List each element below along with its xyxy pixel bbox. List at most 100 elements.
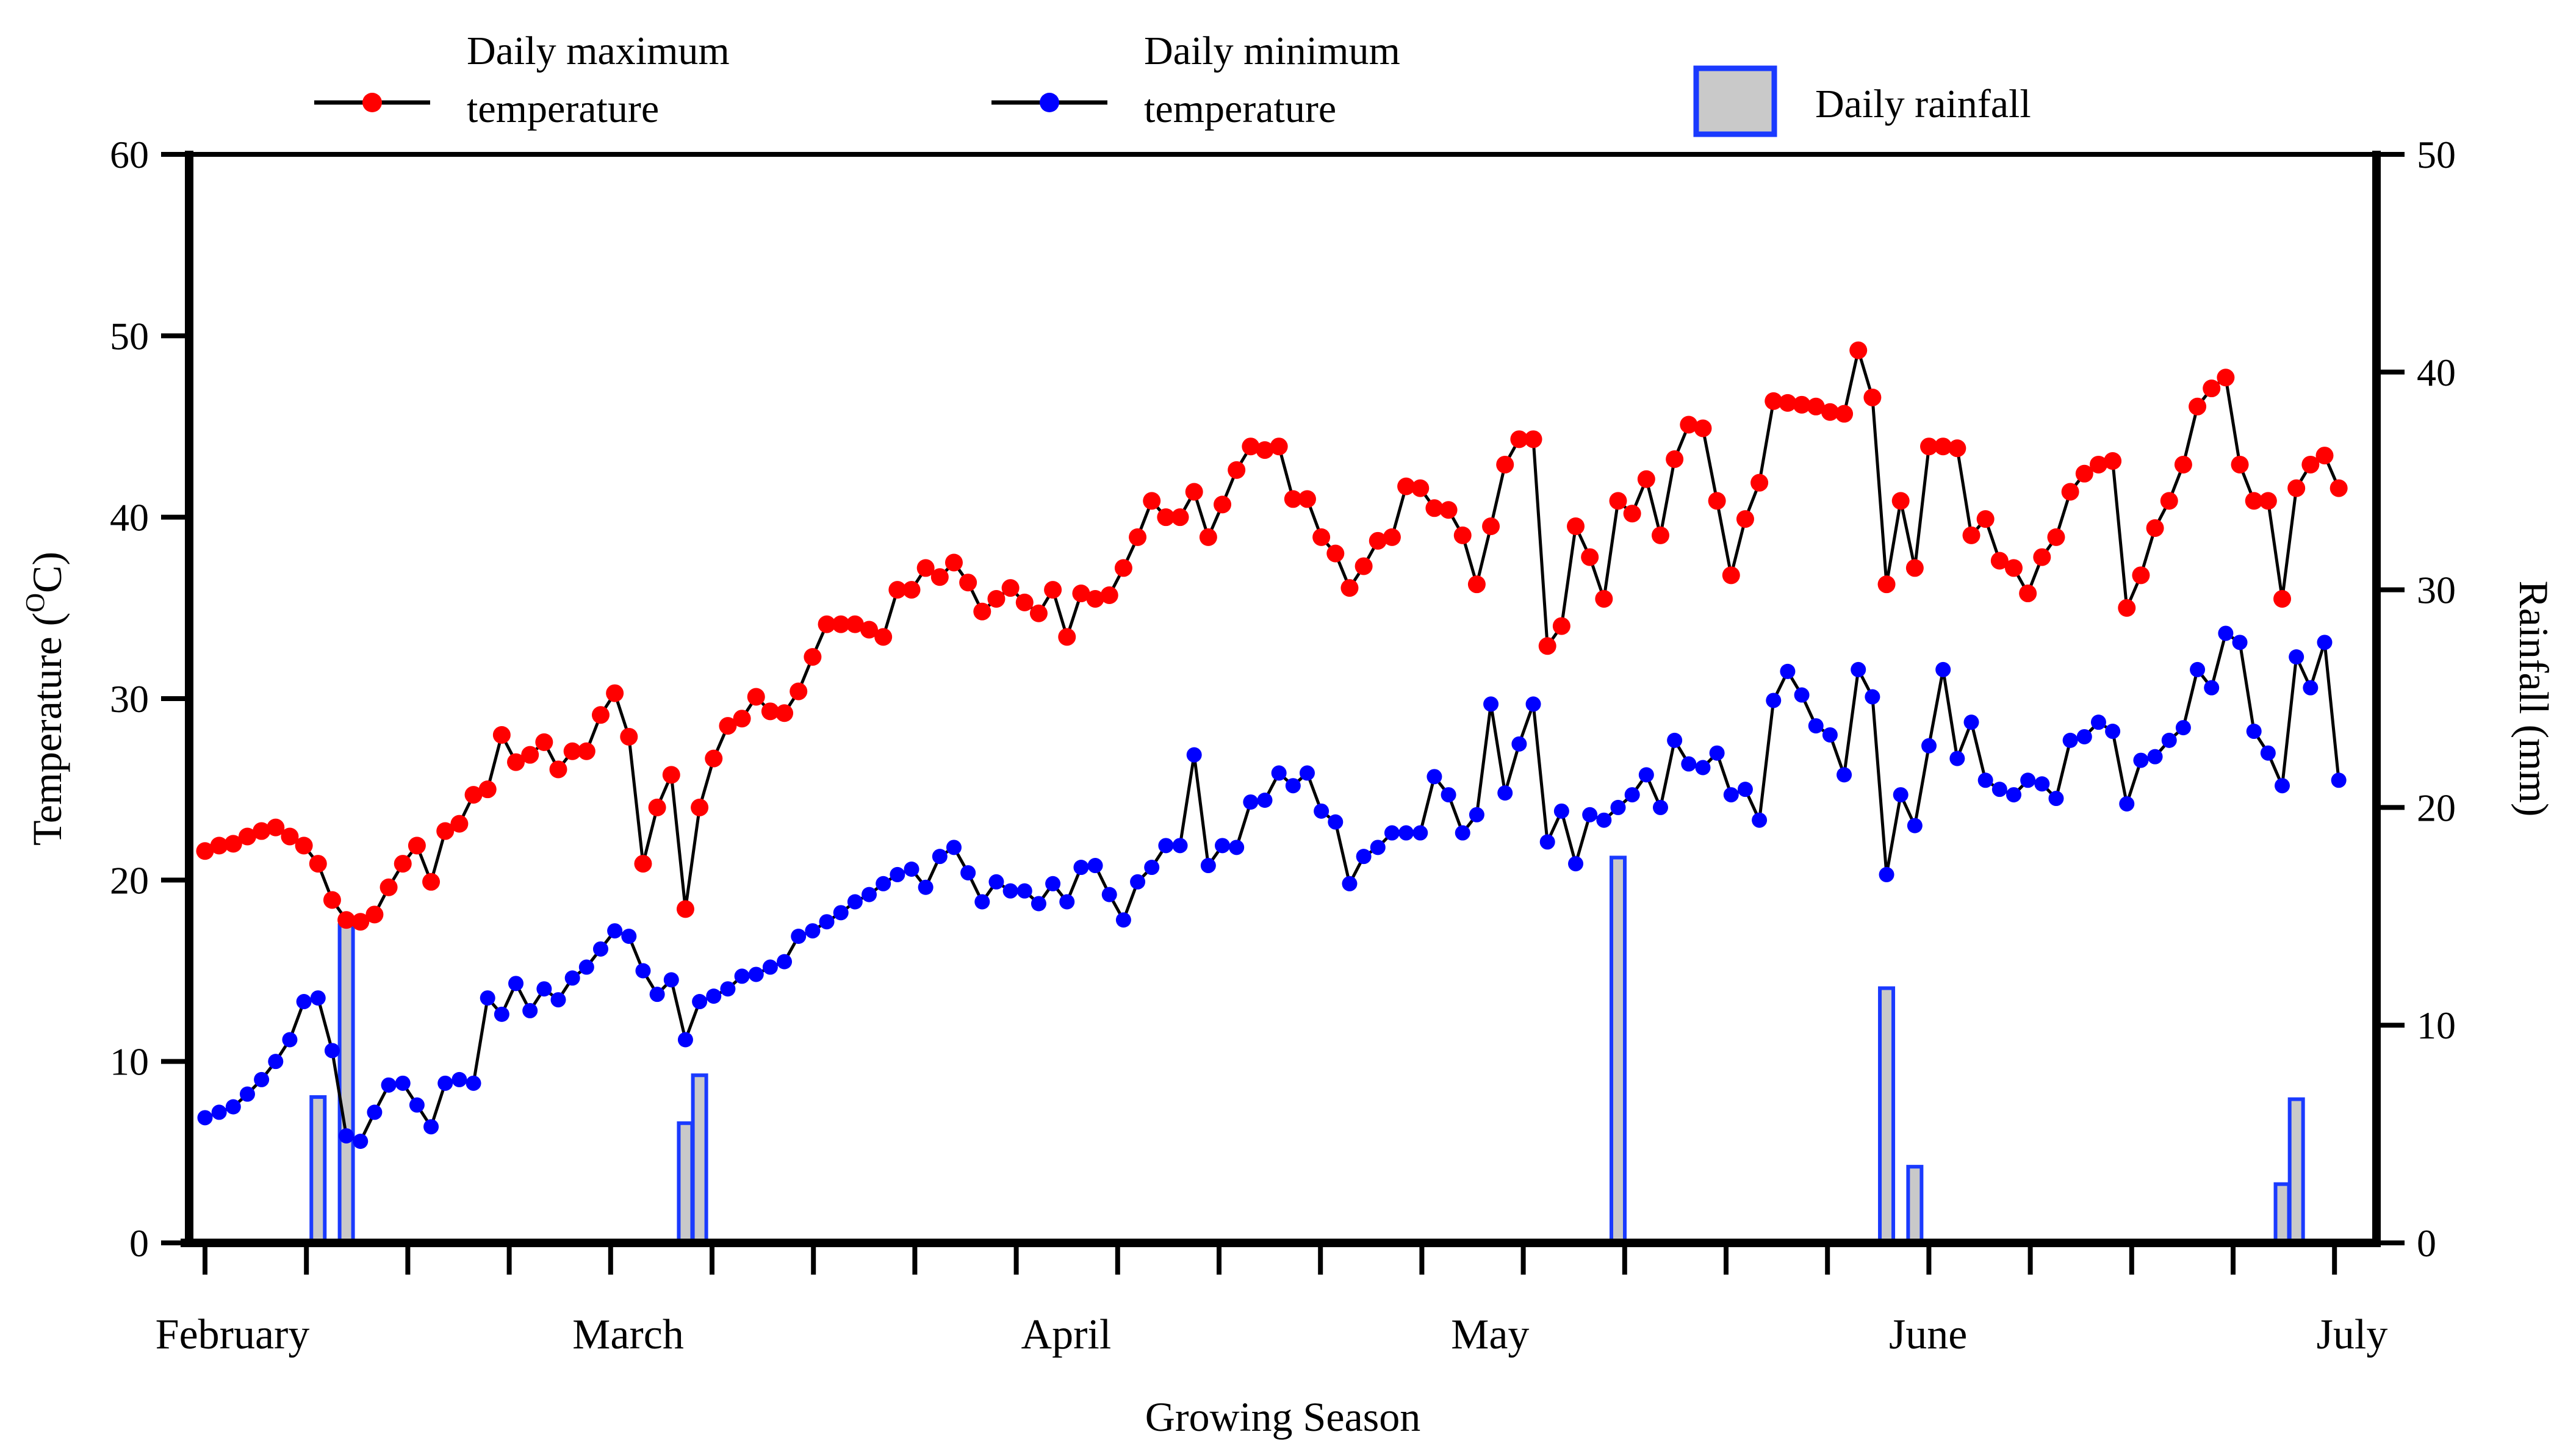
left-tick-label: 20 [110, 858, 149, 902]
max-temp-point [253, 822, 271, 840]
min-temp-point [833, 905, 849, 921]
max-temp-point [591, 706, 610, 724]
min-temp-legend-marker [1040, 93, 1059, 112]
max-temp-point [1934, 437, 1952, 456]
min-temp-point [819, 914, 835, 930]
max-temp-point [1793, 395, 1811, 414]
axis-labels: 0 10 20 30 40 50 60 0 10 20 30 40 50 February March Apr… [20, 133, 2557, 1440]
max-temp-point [1228, 461, 1246, 479]
min-temp-point [282, 1032, 298, 1048]
min-temp-point [2034, 776, 2050, 792]
min-temp-point [946, 840, 962, 855]
max-temp-point [2047, 528, 2065, 546]
max-temp-point [2019, 585, 2037, 603]
min-temp-point [2133, 752, 2149, 768]
max-temp-point [521, 746, 539, 764]
max-temp-point [196, 842, 214, 860]
max-temp-point [1637, 470, 1655, 488]
min-temp-point [1851, 661, 1866, 677]
max-temp-point [492, 725, 511, 744]
min-temp-point [536, 981, 552, 997]
legend-label: Daily rainfall [1815, 82, 2031, 126]
rainfall-bar [2287, 1097, 2305, 1245]
min-temp-point [197, 1110, 213, 1126]
max-temp-point [337, 911, 356, 929]
min-temp-point [437, 1075, 453, 1091]
max-temp-point [351, 913, 370, 931]
max-temp-point [1976, 510, 1995, 528]
min-temp-point [706, 988, 722, 1004]
rainfall-bar [691, 1073, 708, 1245]
min-temp-point [1342, 876, 1358, 891]
max-temp-line [204, 344, 2340, 924]
min-temp-point [1073, 860, 1089, 876]
min-temp-point [480, 990, 495, 1006]
max-temp-point [238, 827, 256, 846]
min-temp-point [1059, 894, 1075, 910]
plot-frame [162, 151, 2381, 1247]
max-temp-point [1001, 579, 1020, 597]
min-temp-point [918, 879, 934, 895]
min-temp-point [1469, 807, 1484, 822]
max-temp-point [2259, 492, 2277, 510]
min-temp-point [1949, 750, 1965, 766]
left-tick-label: 40 [110, 496, 149, 539]
min-temp-point [1441, 787, 1456, 803]
min-temp-point [1356, 849, 1372, 865]
min-temp-point [1229, 840, 1245, 855]
max-temp-point [2118, 599, 2136, 617]
max-temp-point [1411, 479, 1430, 497]
min-temp-point [748, 966, 764, 982]
right-tick-label: 50 [2417, 133, 2456, 176]
min-temp-point [2161, 732, 2177, 748]
min-temp-point [1837, 767, 1852, 783]
min-temp-point [1638, 767, 1654, 783]
min-temp-point [409, 1097, 425, 1113]
min-temp-point [960, 865, 976, 880]
min-temp-point [1822, 727, 1838, 743]
min-temp-point [1893, 787, 1909, 803]
max-temp-point [1058, 628, 1076, 646]
max-temp-point [733, 710, 751, 728]
max-temp-point [832, 615, 850, 633]
min-temp-point [1752, 812, 1768, 828]
month-label: May [1451, 1311, 1529, 1358]
min-temp-point [1328, 814, 1344, 830]
min-temp-point [1709, 745, 1725, 761]
rainfall-bar [1906, 1165, 1924, 1245]
max-temp-point [1453, 526, 1472, 544]
max-temp-point [761, 702, 779, 721]
min-temp-point [353, 1133, 369, 1149]
min-temp-point [663, 972, 679, 988]
min-temp-point [2331, 772, 2347, 788]
max-temp-point [1765, 392, 1783, 410]
legend-label: Daily maximum [467, 29, 730, 73]
legend: Daily maximum temperature Daily minimum tem… [314, 29, 2031, 137]
max-temp-point [507, 753, 525, 771]
max-temp-point [2004, 559, 2023, 577]
min-temp-point [777, 954, 793, 970]
max-temp-point [1680, 416, 1698, 434]
min-temp-point [1002, 883, 1018, 899]
min-temp-point [1553, 803, 1569, 819]
min-temp-point [1568, 856, 1584, 872]
rainfall-bar [1878, 986, 1896, 1245]
max-temp-point [1595, 589, 1613, 608]
min-temp-point [1398, 825, 1414, 841]
min-temp-point [2204, 680, 2220, 696]
max-temp-legend-marker [362, 93, 382, 112]
max-temp-point [1199, 528, 1217, 546]
min-temp-point [508, 976, 524, 992]
max-temp-point [1312, 528, 1331, 546]
max-temp-point [2146, 519, 2164, 538]
max-temp-point [1694, 419, 1712, 437]
max-temp-point [1015, 593, 1034, 611]
right-tick-label: 30 [2417, 569, 2456, 612]
legend-label: temperature [467, 87, 659, 131]
min-temp-point [2190, 661, 2206, 677]
min-temp-point [578, 959, 594, 975]
min-temp-point [1215, 838, 1231, 854]
min-temp-point [1935, 661, 1951, 677]
min-temp-point [988, 874, 1004, 890]
